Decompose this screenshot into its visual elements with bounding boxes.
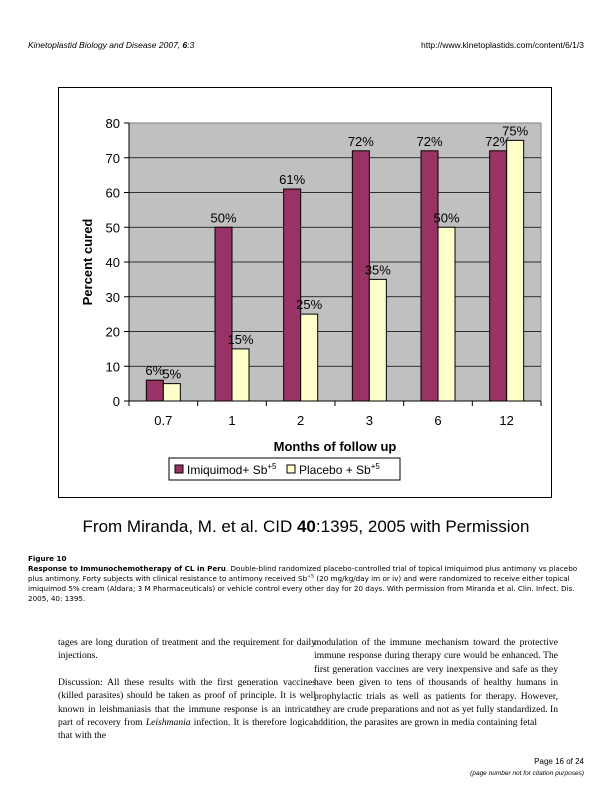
bar-imiquimod [489, 150, 508, 402]
legend-label-main: Placebo + Sb [299, 463, 371, 477]
paragraph: Discussion: All these results with the f… [58, 676, 316, 743]
y-tick-label: 20 [106, 325, 120, 340]
body-column-right: modulation of the immune mechanism towar… [314, 636, 558, 743]
data-label: 50% [433, 210, 459, 225]
x-tick-label: 3 [366, 413, 373, 428]
journal-citation: Kinetoplastid Biology and Disease 2007, … [28, 40, 194, 50]
bar-imiquimod [351, 150, 370, 402]
figure-frame: 0 10 20 30 40 50 60 70 80 6% 5% 0.7 50% 15% 1 61% 25% 2 72… [58, 87, 552, 498]
legend-label-sup: +5 [267, 462, 277, 471]
bar-chart: 0 10 20 30 40 50 60 70 80 6%5% 0.7 50% 15% 1 61% 25% 2 72… [80, 116, 542, 481]
figure-credit: From Miranda, M. et al. CID 40:1395, 200… [0, 517, 612, 537]
caption-title: Response to Immunochemotherapy of CL in … [28, 564, 226, 573]
data-label: 72% [485, 134, 511, 149]
species-name: Leishmania [145, 717, 191, 729]
journal-year: 2007, [156, 40, 183, 50]
bar-placebo [437, 226, 456, 402]
figure-label: Figure 10 [28, 554, 67, 563]
y-tick-label: 10 [106, 359, 120, 374]
x-tick-label: 12 [499, 413, 513, 428]
legend-label: Imiquimod+ Sb+5 [187, 462, 277, 477]
bar-placebo [368, 278, 387, 402]
paragraph: modulation of the immune mechanism towar… [314, 637, 558, 729]
journal-volume: 6 [182, 40, 188, 50]
data-label: 72% [348, 134, 374, 149]
data-label: 5% [162, 367, 181, 382]
data-label: 75% [502, 123, 528, 138]
credit-pages: :1395, 2005 with Permission [315, 517, 530, 536]
bar-placebo [231, 348, 250, 402]
bar-imiquimod [420, 150, 439, 402]
page-number: Page 16 of 24 [534, 757, 584, 766]
data-label: 61% [279, 172, 305, 187]
caption-sup: +5 [307, 574, 315, 580]
citation-note: (page number not for citation purposes) [470, 770, 584, 777]
y-axis-title: Percent cured [80, 219, 95, 306]
y-tick-label: 0 [113, 394, 120, 409]
journal-name: Kinetoplastid Biology and Disease [28, 40, 157, 50]
y-tick-label: 60 [106, 186, 120, 201]
figure-caption: Figure 10 Response to Immunochemotherapy… [28, 554, 588, 604]
legend-label: Placebo + Sb+5 [299, 462, 380, 477]
bar-imiquimod [145, 379, 164, 402]
credit-text: From Miranda, M. et al. CID [82, 517, 297, 536]
data-label: 50% [210, 210, 236, 225]
paragraph: tages are long duration of treatment and… [58, 637, 316, 662]
x-tick-label: 1 [228, 413, 235, 428]
paragraph-text: Discussion: All these results with the f… [58, 676, 316, 729]
bar-imiquimod [283, 188, 302, 402]
x-axis-title: Months of follow up [274, 439, 397, 454]
x-tick-label: 6 [434, 413, 441, 428]
journal-issue: :3 [187, 40, 195, 50]
bar-placebo [300, 313, 319, 402]
paragraph-text: infection. It is therefore logical that … [58, 717, 316, 742]
legend-label-main: Imiquimod+ Sb [187, 463, 268, 477]
legend-label-sup: +5 [371, 462, 381, 471]
y-tick-label: 70 [106, 151, 120, 166]
data-label: 6% [145, 363, 164, 378]
journal-url[interactable]: http://www.kinetoplastids.com/content/6/… [420, 40, 584, 50]
data-label: 25% [296, 297, 322, 312]
caption-text-a: . Double-blind randomized placebo-contro… [28, 564, 578, 583]
data-label: 72% [416, 134, 442, 149]
y-tick-label: 80 [106, 116, 120, 131]
x-tick-label: 2 [297, 413, 304, 428]
caption-text-b: (20 mg/kg/day im or iv) and were randomi… [28, 574, 575, 603]
x-tick-label: 0.7 [154, 413, 172, 428]
credit-volume: 40 [296, 517, 316, 536]
legend-swatch-placebo [286, 464, 296, 474]
bar-placebo [162, 383, 181, 402]
y-tick-label: 40 [106, 255, 120, 270]
bar-placebo [506, 139, 525, 402]
page-footer: Page 16 of 24 (page number not for citat… [470, 757, 584, 777]
y-tick-label: 30 [106, 290, 120, 305]
data-label: 15% [227, 332, 253, 347]
bar-imiquimod [214, 226, 233, 402]
body-column-left: tages are long duration of treatment and… [58, 636, 316, 756]
legend-swatch-imiquimod [174, 464, 184, 474]
legend-box [168, 457, 401, 481]
y-tick-label: 50 [106, 220, 120, 235]
data-label: 35% [365, 262, 391, 277]
